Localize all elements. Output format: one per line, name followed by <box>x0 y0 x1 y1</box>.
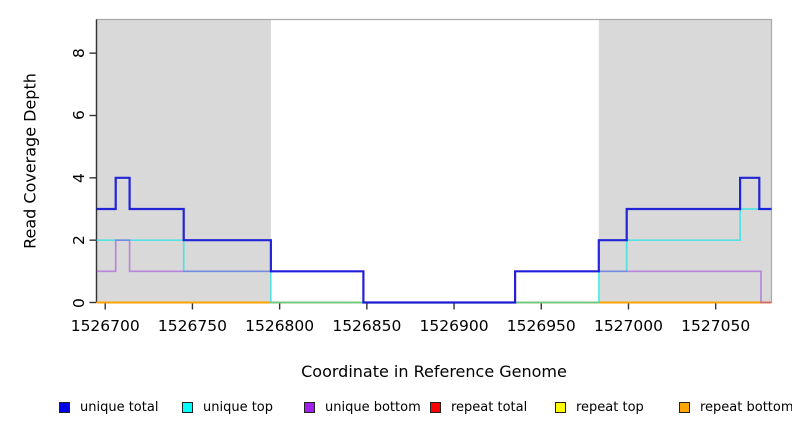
x-tick-label: 1526800 <box>245 317 315 335</box>
legend-item-unique-total: unique total <box>59 398 158 416</box>
right-repeat-region-shade <box>598 19 772 303</box>
series-line-unique-top <box>96 208 772 304</box>
y-tick-label: 0 <box>70 297 88 308</box>
x-axis-title: Coordinate in Reference Genome <box>301 362 567 381</box>
legend-swatch-icon <box>59 401 70 413</box>
legend-swatch-icon <box>182 401 193 413</box>
legend-swatch-icon <box>304 401 315 413</box>
legend-swatch-icon <box>555 401 566 413</box>
y-tick-label: 2 <box>70 235 88 246</box>
y-tick-label: 4 <box>70 172 88 183</box>
x-tick-label: 1526950 <box>506 317 576 335</box>
legend-label: repeat total <box>451 399 528 415</box>
legend: unique total unique top unique bottom repea… <box>0 398 792 418</box>
legend-label: repeat bottom <box>700 399 792 415</box>
legend-label: unique total <box>80 399 159 415</box>
legend-label: unique top <box>203 399 274 415</box>
legend-item-repeat-top: repeat top <box>555 398 644 416</box>
legend-swatch-icon <box>679 401 690 413</box>
x-tick-label: 1526900 <box>419 317 489 335</box>
y-tick-label: 8 <box>70 48 88 59</box>
x-tick-label: 1526750 <box>157 317 227 335</box>
x-tick-label: 1526700 <box>70 317 140 335</box>
x-tick-label: 1527050 <box>681 317 751 335</box>
legend-item-unique-bottom: unique bottom <box>304 398 421 416</box>
y-axis-title: Read Coverage Depth <box>20 73 40 249</box>
legend-item-unique-top: unique top <box>182 398 273 416</box>
legend-item-repeat-bottom: repeat bottom <box>679 398 792 416</box>
series-line-unique-total <box>96 176 772 304</box>
x-tick-label: 1526850 <box>332 317 402 335</box>
legend-item-repeat-total: repeat total <box>430 398 527 416</box>
legend-label: repeat top <box>576 399 644 415</box>
legend-swatch-icon <box>430 401 441 413</box>
x-tick-label: 1527000 <box>593 317 663 335</box>
y-tick-label: 6 <box>70 110 88 121</box>
legend-label: unique bottom <box>325 399 421 415</box>
